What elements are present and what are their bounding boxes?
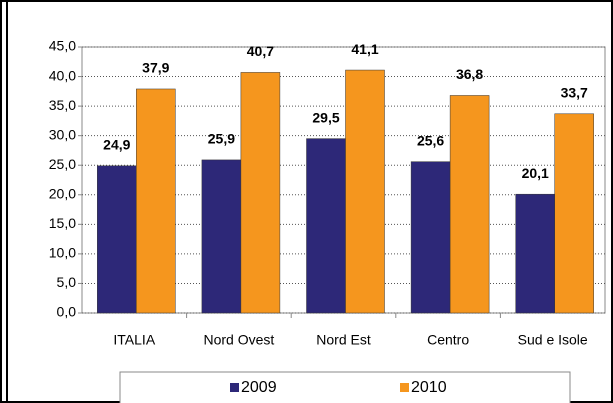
value-label: 40,7 [247, 43, 274, 59]
y-tick-label: 30,0 [49, 126, 76, 142]
y-tick-label: 5,0 [57, 274, 77, 290]
x-tick-label: Nord Ovest [203, 332, 274, 348]
y-tick-label: 25,0 [49, 156, 76, 172]
bar [306, 138, 346, 314]
legend-swatch [230, 383, 239, 392]
value-label: 25,9 [208, 131, 235, 147]
x-tick-label: ITALIA [113, 332, 155, 348]
value-label: 41,1 [351, 41, 378, 57]
bar [554, 113, 594, 314]
y-tick-label: 35,0 [49, 97, 76, 113]
value-label: 20,1 [522, 165, 549, 181]
y-tick-label: 15,0 [49, 215, 76, 231]
legend-swatch [400, 383, 409, 392]
value-label: 25,6 [417, 132, 444, 148]
legend-label: 2009 [241, 379, 277, 396]
legend-box [119, 371, 571, 403]
bar [410, 161, 451, 314]
bar [136, 88, 176, 314]
value-label: 36,8 [456, 66, 483, 82]
value-label: 24,9 [103, 137, 130, 153]
bar [240, 72, 281, 314]
y-tick-label: 45,0 [49, 38, 76, 54]
bar [201, 159, 242, 314]
value-label: 29,5 [312, 109, 339, 125]
y-tick-label: 20,0 [49, 185, 76, 201]
y-tick-label: 40,0 [49, 67, 76, 83]
bar [515, 193, 555, 314]
bar [449, 95, 490, 314]
y-tick-label: 10,0 [49, 245, 76, 261]
x-tick-label: Sud e Isole [518, 332, 588, 348]
value-label: 37,9 [142, 60, 169, 76]
y-tick-label: 0,0 [57, 304, 77, 320]
bar [97, 165, 137, 314]
x-tick-label: Nord Est [316, 332, 371, 348]
bar [345, 69, 385, 314]
value-label: 33,7 [561, 84, 588, 100]
legend-label: 2010 [411, 379, 447, 396]
x-tick-label: Centro [427, 332, 469, 348]
